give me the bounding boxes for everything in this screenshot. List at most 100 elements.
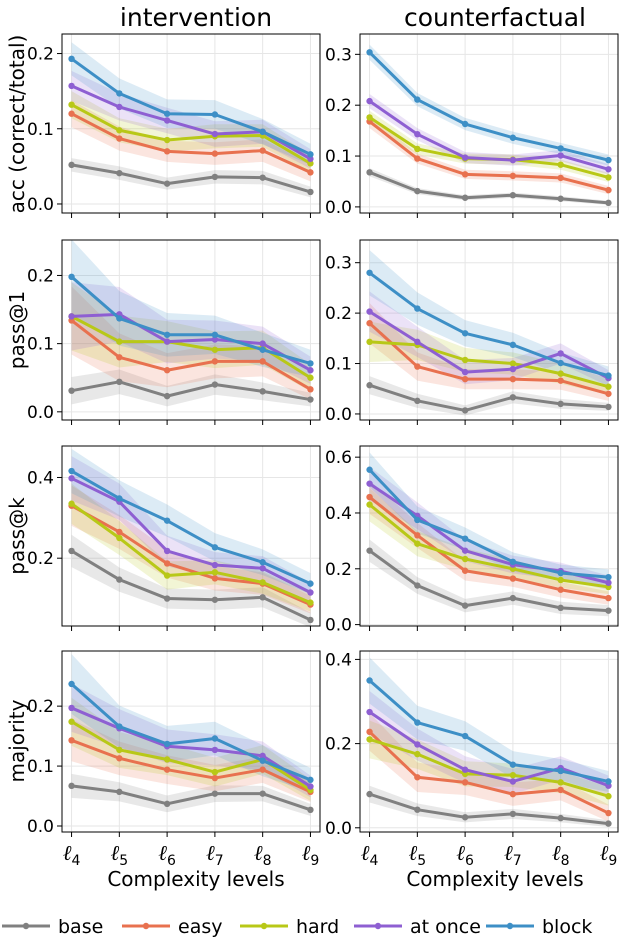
y-tick-label: 0.6 [325,448,352,468]
point-block-6 [163,331,171,338]
band-at-once [369,94,609,175]
point-block-6 [461,120,469,128]
point-block-9 [307,580,314,587]
y-tick-label: 0.2 [27,549,54,569]
point-at-once-7 [509,156,517,164]
point-at-once-4 [366,308,373,315]
point-block-9 [605,372,612,379]
point-base-4 [68,547,75,555]
point-hard-4 [366,736,373,743]
point-easy-6 [163,560,171,567]
point-at-once-4 [68,475,75,482]
point-at-once-6 [461,368,469,376]
point-easy-6 [163,766,171,773]
point-base-5 [414,397,421,405]
axes-frame [359,650,619,833]
point-easy-9 [307,169,314,176]
point-at-once-6 [163,547,171,555]
point-hard-8 [557,779,564,786]
point-block-4 [68,467,75,475]
point-at-once-7 [211,336,219,343]
point-easy-5 [116,755,123,762]
point-easy-8 [259,147,266,154]
point-easy-8 [557,174,564,182]
point-block-9 [307,776,314,784]
point-hard-7 [211,768,219,776]
point-block-5 [116,723,123,730]
point-base-4 [68,782,75,790]
point-base-9 [307,188,314,196]
point-at-once-5 [414,338,421,346]
point-hard-8 [557,576,564,584]
point-base-7 [509,192,517,199]
point-base-8 [557,400,564,408]
panel-6: 0.0 0.1 0.2 ℓ4 ℓ5 ℓ6 ℓ7 ℓ8 ℓ9 [27,650,321,869]
point-block-7 [509,761,517,768]
point-at-once-8 [557,350,564,357]
row-label-majority: majority [5,699,29,782]
point-hard-7 [509,771,517,779]
axes-frame [359,33,619,214]
point-easy-5 [414,155,421,162]
point-block-4 [366,49,373,56]
x-tick-subscript: 8 [263,853,272,869]
point-easy-9 [605,594,612,602]
point-block-4 [68,273,75,281]
point-block-9 [605,778,612,785]
point-easy-7 [211,150,219,157]
panel-grid: 0.00.10.20.00.10.20.30.00.10.20.00.10.20… [27,33,619,869]
point-at-once-8 [557,152,564,159]
y-tick-label: 0.4 [27,468,54,488]
column-title-intervention: intervention [120,3,272,32]
x-tick-label: ℓ8 [254,841,272,869]
point-easy-9 [307,386,314,393]
y-tick-label: 0.2 [27,45,54,65]
series-line-at-once [368,710,609,788]
point-at-once-8 [259,340,266,347]
band-at-once [71,282,311,384]
point-block-7 [509,558,517,566]
point-hard-4 [366,114,373,121]
point-easy-6 [461,567,469,574]
point-base-7 [211,173,219,181]
point-base-5 [414,187,421,195]
y-tick-label: 0.2 [27,697,54,717]
y-tick-label: 0.4 [325,504,352,524]
y-tick-label: 0.4 [325,650,352,670]
point-easy-6 [461,779,469,786]
point-easy-4 [68,737,75,744]
point-base-8 [259,790,266,797]
point-base-6 [163,392,171,400]
point-at-once-4 [366,480,373,487]
point-hard-5 [116,127,123,134]
point-block-6 [163,740,171,748]
series-line-base [369,170,609,205]
point-block-8 [259,128,266,135]
point-easy-8 [557,586,564,593]
panel-2: 0.0 0.1 0.2 [27,239,321,425]
point-at-once-4 [68,313,75,320]
point-base-8 [259,594,266,601]
x-tick-subscript: 4 [369,853,378,869]
point-hard-6 [461,555,469,563]
point-at-once-6 [163,117,171,124]
series-line-block [368,271,609,378]
band-at-once [71,456,311,603]
series-line-block [368,51,609,162]
y-tick-label: 0.2 [325,560,352,580]
point-block-5 [414,719,421,726]
point-hard-6 [461,356,469,364]
point-block-4 [366,466,373,473]
point-at-once-7 [211,746,219,754]
series-line-base [70,549,312,622]
point-easy-7 [509,375,517,383]
point-base-8 [259,174,266,181]
series-line-base [71,784,311,812]
y-tick-label: 0.1 [325,355,352,375]
point-at-once-8 [259,752,266,760]
point-hard-7 [211,346,219,353]
point-hard-9 [307,599,314,606]
point-hard-9 [307,374,314,381]
y-tick-label: 0.1 [27,120,54,140]
point-easy-5 [414,774,421,781]
